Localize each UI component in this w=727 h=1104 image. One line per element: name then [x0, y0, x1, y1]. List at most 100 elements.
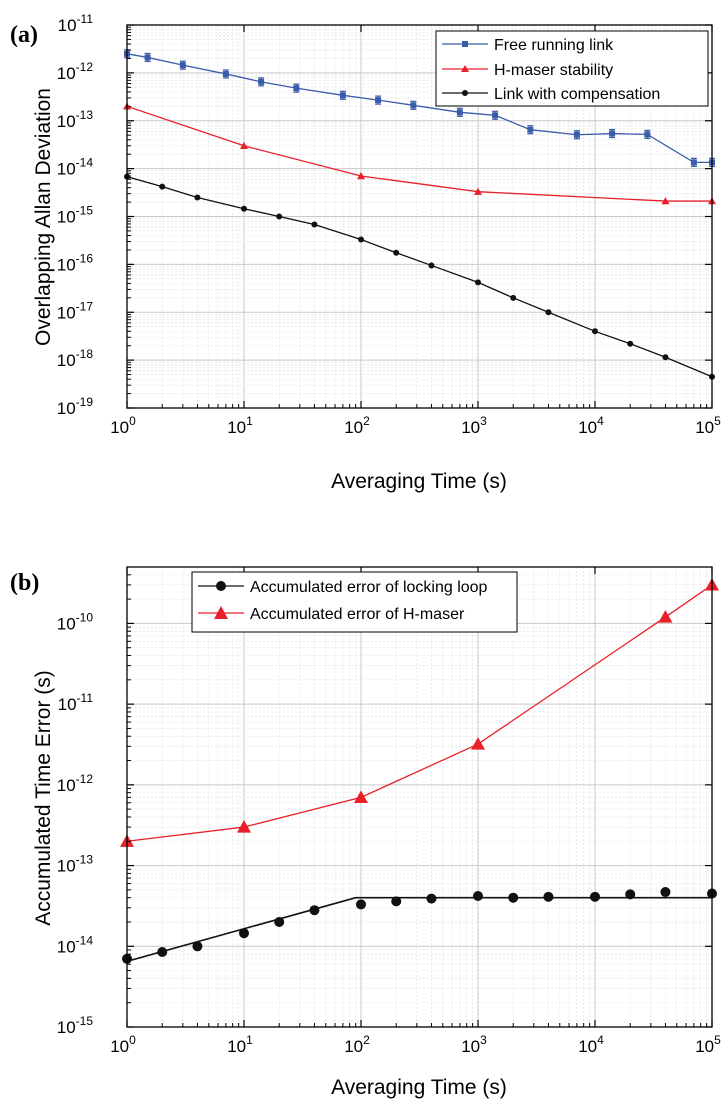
data-point-circle — [426, 893, 437, 904]
x-tick-label: 102 — [344, 1033, 370, 1056]
data-point-square — [492, 112, 499, 119]
fit-line — [126, 896, 712, 963]
panel-b-legend-box — [191, 571, 518, 633]
y-tick-label-exponent: -18 — [76, 347, 94, 361]
panel-a-x-axis-label: Averaging Time (s) — [331, 470, 507, 493]
y-tick-label: 10-12 — [57, 772, 94, 795]
series-free-running-link — [124, 49, 715, 167]
data-point-triangle — [658, 610, 673, 623]
y-tick-label-exponent: -12 — [76, 772, 94, 786]
y-tick-label-exponent: -12 — [76, 60, 94, 74]
y-tick-label: 10-14 — [57, 156, 94, 179]
panel-b-time-error-chart: (b) 100 101 102 103 104 105 10-15 10-14 10-13 10… — [10, 566, 721, 1099]
x-tick-label: 104 — [578, 1033, 604, 1056]
legend-entry-h-maser-error: Accumulated error of H-maser — [198, 606, 465, 623]
y-tick-label-exponent: -13 — [76, 853, 94, 867]
y-tick-label-exponent: -11 — [77, 691, 94, 705]
legend-label-free-running-link: Free running link — [494, 37, 614, 54]
panel-a-series — [123, 49, 716, 380]
series-line — [126, 584, 713, 842]
data-point-triangle — [471, 737, 485, 750]
panel-b-y-ticks: 10-15 10-14 10-13 10-12 10-11 10-10 — [57, 566, 712, 1037]
data-point-circle — [393, 249, 400, 256]
x-tick-label-exponent: 5 — [714, 414, 721, 428]
series-line — [126, 176, 713, 378]
panel-b-y-axis-label: Accumulated Time Error (s) — [32, 670, 55, 926]
data-point-circle — [662, 354, 669, 361]
x-tick-label-exponent: 2 — [363, 1033, 370, 1047]
data-point-triangle — [240, 141, 248, 149]
series-link-with-compensation — [124, 173, 715, 380]
data-point-circle — [356, 899, 366, 910]
x-tick-label: 105 — [695, 414, 721, 437]
y-tick-label-exponent: -14 — [76, 933, 94, 947]
y-tick-label: 10-11 — [58, 12, 94, 35]
panel-b-grid — [126, 566, 712, 1028]
data-point-square — [609, 130, 616, 137]
data-point-circle — [194, 194, 201, 201]
x-tick-label-exponent: 4 — [597, 1033, 604, 1047]
y-tick-label-exponent: -15 — [76, 204, 94, 218]
panel-a-y-axis-label: Overlapping Allan Deviation — [32, 88, 55, 346]
y-tick-label: 10-19 — [57, 395, 94, 418]
legend-square-marker — [462, 41, 468, 47]
data-point-circle — [276, 213, 283, 220]
x-tick-label: 103 — [461, 414, 487, 437]
x-tick-label-exponent: 5 — [714, 1033, 721, 1047]
x-tick-label-exponent: 2 — [363, 414, 370, 428]
x-tick-label-exponent: 1 — [246, 414, 253, 428]
data-point-square — [293, 85, 300, 92]
y-tick-label-exponent: -15 — [76, 1014, 94, 1028]
y-tick-label: 10-11 — [58, 691, 94, 714]
data-point-square — [144, 54, 151, 61]
data-point-circle — [311, 221, 318, 228]
data-point-circle — [545, 309, 552, 316]
y-tick-label: 10-15 — [57, 1014, 94, 1037]
y-tick-label-exponent: -19 — [76, 395, 94, 409]
x-tick-label: 105 — [695, 1033, 721, 1056]
data-point-triangle — [661, 197, 670, 205]
legend-triangle-marker — [461, 65, 469, 72]
data-point-circle — [274, 916, 285, 927]
data-point-triangle — [237, 820, 251, 833]
data-point-circle — [592, 328, 598, 335]
y-tick-label-exponent: -17 — [76, 299, 94, 313]
data-point-circle — [627, 340, 634, 347]
x-tick-label-exponent: 1 — [246, 1033, 253, 1047]
legend-triangle-marker — [214, 606, 228, 619]
data-point-circle — [590, 891, 600, 902]
y-tick-label-exponent: -10 — [76, 610, 94, 624]
panel-a-allan-deviation-chart: (a) 100 101 102 103 104 105 10-1910-1810-1710… — [10, 12, 721, 493]
data-point-square — [222, 70, 229, 77]
y-tick-label: 10-13 — [57, 853, 94, 876]
y-tick-label: 10-13 — [57, 108, 94, 131]
series-h-maser-stability — [123, 102, 716, 205]
x-tick-label: 100 — [110, 1033, 136, 1056]
data-point-circle — [510, 294, 517, 301]
data-point-square — [690, 159, 697, 166]
data-point-circle — [241, 205, 247, 212]
x-tick-label-exponent: 0 — [129, 414, 136, 428]
y-tick-label: 10-14 — [57, 933, 94, 956]
x-tick-label-exponent: 4 — [597, 414, 604, 428]
panel-a-legend: Free running link H-maser stability Link… — [435, 30, 709, 107]
x-tick-label: 100 — [110, 414, 136, 437]
x-tick-label: 103 — [461, 1033, 487, 1056]
legend-entry-locking-loop-error: Accumulated error of locking loop — [198, 579, 488, 596]
data-point-circle — [358, 236, 364, 243]
x-tick-label: 102 — [344, 414, 370, 437]
data-point-circle — [475, 279, 481, 286]
x-tick-label: 101 — [227, 1033, 253, 1056]
data-point-circle — [157, 946, 168, 957]
data-point-square — [644, 131, 651, 138]
series-accumulated-error-of-locking-loop — [122, 887, 717, 964]
data-point-circle — [239, 928, 249, 939]
x-tick-label-exponent: 3 — [480, 414, 487, 428]
legend-circle-marker — [216, 581, 226, 591]
data-point-circle — [428, 262, 435, 269]
series-line — [126, 105, 712, 202]
y-tick-label: 10-12 — [57, 60, 94, 83]
panel-b-label: (b) — [10, 570, 39, 596]
data-point-circle — [473, 890, 483, 901]
panel-a-label: (a) — [10, 22, 38, 48]
